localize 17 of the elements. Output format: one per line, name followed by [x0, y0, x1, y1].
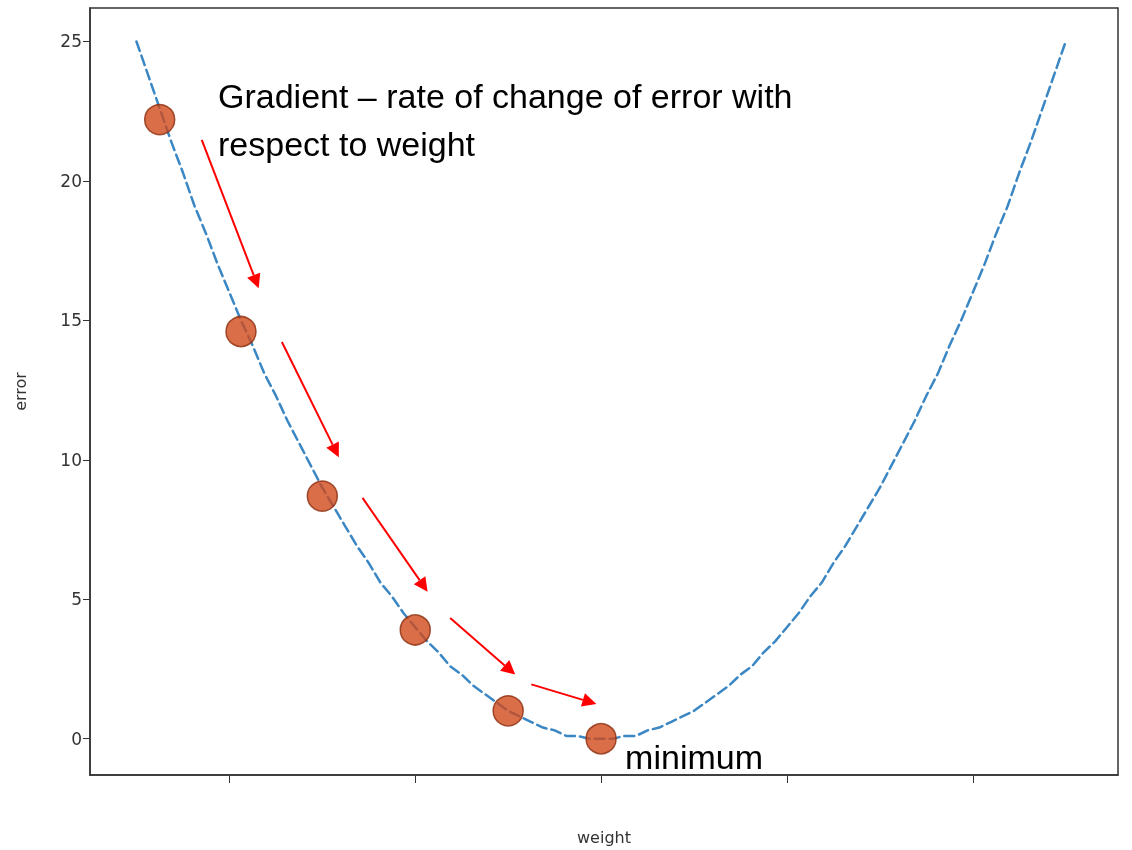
- y-tick-label: 5: [71, 589, 82, 610]
- y-tick-label: 10: [60, 449, 82, 470]
- x-axis-title: weight: [577, 827, 631, 847]
- point: [225, 315, 257, 348]
- y-axis-title: error: [10, 371, 30, 411]
- y-tick-label: 25: [60, 31, 82, 52]
- point: [143, 103, 176, 136]
- point: [585, 723, 617, 755]
- y-tick-label: 20: [60, 170, 82, 191]
- annotation: Gradient – rate of change of error with respect to weight: [218, 76, 794, 165]
- point: [399, 614, 431, 646]
- line-series: [135, 40, 1067, 740]
- y-tick-label: 15: [60, 310, 82, 331]
- y-tick-label: 0: [71, 728, 82, 749]
- point: [306, 480, 339, 512]
- annotation: minimum: [625, 736, 764, 778]
- point: [492, 695, 524, 727]
